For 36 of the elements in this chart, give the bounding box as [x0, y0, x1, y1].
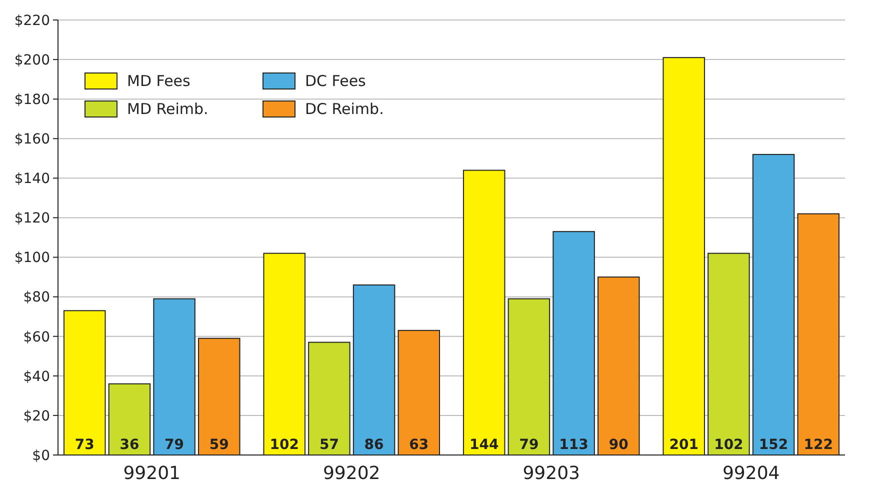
data-label: 63 [409, 437, 429, 453]
y-tick-label: $180 [14, 92, 50, 108]
y-tick-label: $60 [23, 329, 50, 346]
data-label: 90 [608, 437, 629, 453]
x-tick-label: 99204 [722, 463, 780, 484]
data-label: 113 [559, 437, 588, 453]
y-tick-label: $120 [14, 210, 50, 227]
x-tick-label: 99202 [322, 463, 380, 484]
x-tick-label: 99201 [123, 463, 181, 484]
y-tick-label: $220 [14, 12, 50, 29]
legend-label: MD Fees [127, 72, 191, 90]
data-label: 102 [714, 437, 744, 453]
data-label: 86 [364, 437, 384, 453]
legend-label: DC Reimb. [305, 100, 384, 118]
y-tick-label: $200 [14, 52, 50, 68]
data-label: 36 [120, 437, 140, 453]
data-label: 144 [469, 437, 499, 453]
data-label: 201 [669, 437, 698, 453]
data-label: 79 [519, 437, 539, 453]
data-label: 79 [164, 437, 184, 453]
y-tick-label: $160 [14, 132, 50, 148]
y-tick-label: $20 [23, 408, 50, 424]
data-label: 122 [804, 437, 833, 453]
y-tick-label: $140 [14, 171, 50, 188]
legend-label: MD Reimb. [127, 100, 208, 118]
y-tick-label: $80 [23, 290, 50, 306]
x-tick-label: 99203 [522, 463, 580, 484]
legend-label: DC Fees [305, 72, 366, 90]
data-label: 152 [758, 437, 788, 453]
data-label: 102 [270, 437, 299, 453]
data-label: 57 [319, 437, 339, 453]
data-label: 59 [209, 437, 229, 453]
y-tick-label: $100 [14, 250, 50, 266]
y-tick-label: $0 [32, 448, 50, 464]
data-label: 73 [74, 437, 94, 453]
y-tick-label: $40 [23, 368, 50, 385]
